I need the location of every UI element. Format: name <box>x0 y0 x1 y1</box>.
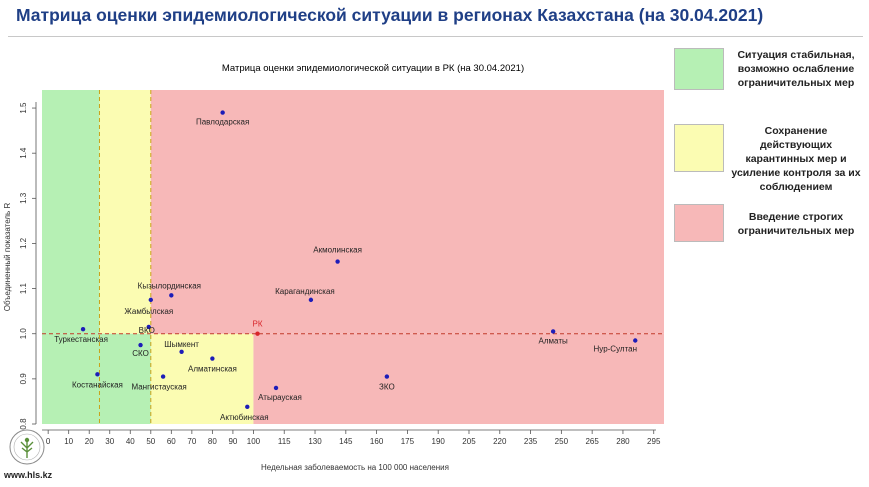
data-point-14 <box>245 404 250 410</box>
zone-green-1 <box>42 90 100 334</box>
point-label-16: Нур-Султан <box>594 345 638 354</box>
zone-yellow-2 <box>99 90 151 334</box>
x-axis-title: Недельная заболеваемость на 100 000 насе… <box>261 463 449 472</box>
data-point-1 <box>335 259 340 264</box>
x-tick-label-160: 160 <box>370 437 384 446</box>
data-point-0 <box>220 110 225 115</box>
x-tick-label-130: 130 <box>308 437 322 446</box>
point-label-11: Мангистауская <box>131 383 186 392</box>
point-label-10: Костанайская <box>72 380 123 389</box>
x-tick-label-145: 145 <box>339 437 353 446</box>
point-label-2: Кызылординская <box>138 281 201 290</box>
x-tick-label-10: 10 <box>64 437 73 446</box>
reference-label: РК <box>253 320 263 329</box>
website-url: www.hls.kz <box>4 470 53 480</box>
x-tick-label-265: 265 <box>585 437 599 446</box>
x-tick-label-220: 220 <box>493 437 507 446</box>
x-tick-label-40: 40 <box>126 437 135 446</box>
chart-title: Матрица оценки эпидемиологической ситуац… <box>222 63 524 74</box>
data-point-5 <box>146 324 151 330</box>
y-tick-label-0.9: 0.9 <box>19 373 28 385</box>
y-tick-label-1: 1.0 <box>19 328 28 340</box>
data-point-4 <box>148 297 153 303</box>
x-tick-label-20: 20 <box>85 437 94 446</box>
data-point-10 <box>95 372 100 377</box>
data-point-3 <box>308 297 314 303</box>
point-label-6: Туркестанская <box>54 335 108 344</box>
logo-icon <box>9 429 45 465</box>
x-tick-label-295: 295 <box>647 437 661 446</box>
zone-yellow-4 <box>150 333 254 424</box>
point-label-8: Шымкент <box>164 340 199 349</box>
x-tick-label-205: 205 <box>462 437 476 446</box>
legend-label-yellow: Сохранение действующих карантинных мер и… <box>731 125 861 193</box>
point-label-12: ЗКО <box>379 383 395 392</box>
y-tick-label-0.8: 0.8 <box>19 418 28 430</box>
x-tick-label-280: 280 <box>616 437 630 446</box>
zone-red-6 <box>253 333 664 424</box>
data-point-2 <box>169 293 174 298</box>
title-divider <box>8 36 863 37</box>
x-tick-label-0: 0 <box>46 437 51 446</box>
x-tick-label-115: 115 <box>278 437 291 446</box>
legend-label-red: Введение строгих ограничительных мер <box>737 211 855 237</box>
x-tick-label-100: 100 <box>247 437 261 446</box>
data-point-11 <box>160 374 166 379</box>
point-label-13: Атырауская <box>258 393 302 402</box>
x-tick-label-30: 30 <box>105 437 114 446</box>
point-label-0: Павлодарская <box>196 118 249 127</box>
x-tick-label-60: 60 <box>167 437 176 446</box>
point-label-3: Карагандинская <box>275 287 335 296</box>
x-tick-label-50: 50 <box>146 437 155 446</box>
data-point-16 <box>633 338 638 343</box>
y-tick-label-1.3: 1.3 <box>19 192 28 204</box>
data-point-6 <box>80 327 86 332</box>
x-tick-label-70: 70 <box>187 437 196 446</box>
x-tick-label-190: 190 <box>432 437 446 446</box>
x-tick-label-90: 90 <box>228 437 237 446</box>
legend-swatch-red <box>674 204 724 242</box>
x-tick-label-80: 80 <box>208 437 217 446</box>
data-point-7 <box>138 342 143 348</box>
point-label-4: Жамбылская <box>124 307 173 316</box>
legend-swatch-yellow <box>674 124 724 172</box>
x-tick-label-235: 235 <box>524 437 538 446</box>
data-point-13 <box>273 385 279 391</box>
zone-red-5 <box>150 90 664 334</box>
legend-label-green: Ситуация стабильная, возможно ослабление… <box>737 49 855 89</box>
y-tick-label-1.4: 1.4 <box>19 147 28 159</box>
data-point-8 <box>179 349 184 354</box>
y-tick-label-1.2: 1.2 <box>19 237 28 249</box>
x-tick-label-250: 250 <box>555 437 569 446</box>
data-point-12 <box>384 374 390 379</box>
y-axis-title: Объединенный показатель R <box>3 203 12 312</box>
reference-point <box>255 331 260 336</box>
point-label-15: Алматы <box>539 336 568 345</box>
legend-swatch-green <box>674 48 724 90</box>
zone-yellow-3 <box>99 333 151 424</box>
point-label-1: Акмолинская <box>313 246 362 255</box>
zone-green-0 <box>42 333 100 424</box>
data-point-15 <box>550 329 556 334</box>
point-label-7: СКО <box>132 349 149 358</box>
y-tick-label-1.5: 1.5 <box>19 102 28 114</box>
x-tick-label-175: 175 <box>401 437 415 446</box>
y-tick-label-1.1: 1.1 <box>19 282 28 294</box>
point-label-9: Алматинская <box>188 365 237 374</box>
data-point-9 <box>210 356 215 361</box>
point-label-14: Актюбинская <box>220 413 269 422</box>
point-label-5: ВКО <box>139 326 155 335</box>
page-title: Матрица оценки эпидемиологической ситуац… <box>16 5 764 25</box>
